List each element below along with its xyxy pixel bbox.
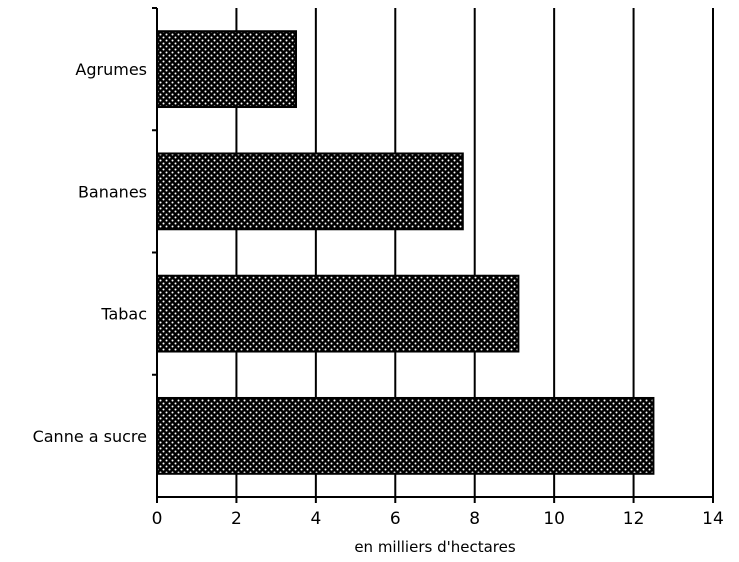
axes xyxy=(152,7,714,503)
x-tick-label: 14 xyxy=(702,509,724,529)
x-axis-label: en milliers d'hectares xyxy=(354,538,516,556)
x-tick-label: 10 xyxy=(543,509,565,529)
x-tick-label: 8 xyxy=(469,509,480,529)
bars xyxy=(156,30,655,475)
bar-agrumes xyxy=(156,30,297,109)
bar-canne-a-sucre xyxy=(156,396,655,475)
x-tick-label: 4 xyxy=(310,509,321,529)
category-label: Bananes xyxy=(78,182,147,201)
x-tick-label: 2 xyxy=(231,509,242,529)
category-label: Agrumes xyxy=(75,60,147,79)
category-label: Canne a sucre xyxy=(33,427,147,446)
x-tick-label: 0 xyxy=(152,509,163,529)
x-tick-label: 6 xyxy=(390,509,401,529)
labels: 0 2 4 6 8 10 12 14 Agrumes Bananes Tabac Canne a su… xyxy=(33,60,724,529)
grid-lines xyxy=(235,8,714,497)
bar-bananes xyxy=(156,152,464,231)
x-tick-label: 12 xyxy=(623,509,645,529)
bar-tabac xyxy=(156,274,520,353)
category-label: Tabac xyxy=(100,305,147,324)
